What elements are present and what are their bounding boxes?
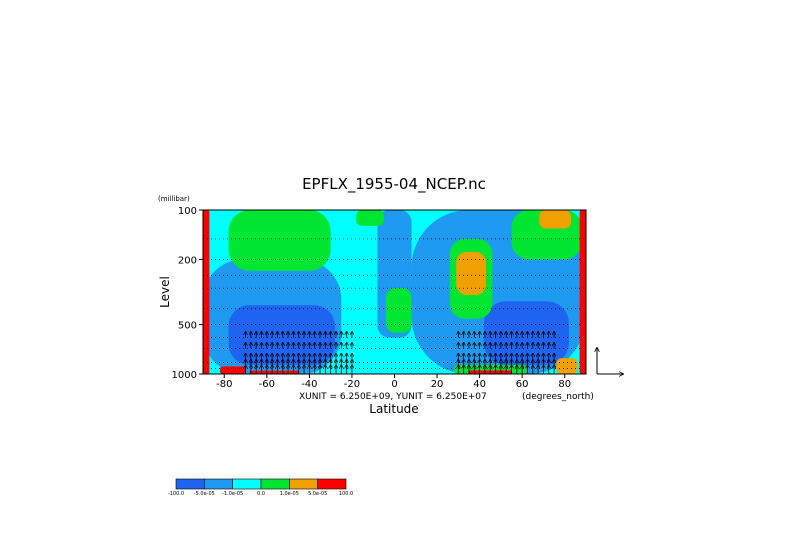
plot-area	[202, 209, 587, 375]
field-nh-pole-red	[579, 210, 586, 374]
field-sh-deepblue	[228, 305, 335, 365]
y-axis-label: Level	[158, 276, 172, 308]
x-axis-label: Latitude	[369, 402, 418, 416]
colorbar-label: 5.0e-05	[308, 491, 327, 497]
y-units-label: (millibar)	[158, 195, 190, 203]
field-sh-sfc-red1	[220, 366, 246, 374]
field-nh-orange-sfc	[556, 358, 578, 374]
colorbar-label: -5.0e-05	[194, 491, 215, 497]
colorbar-swatch	[289, 478, 318, 490]
x-tick-label: 40	[473, 379, 486, 390]
colorbar-swatch	[260, 478, 290, 490]
field-sh-pole-red	[203, 210, 210, 374]
colorbar-label: -100.0	[168, 491, 184, 497]
field-nh-orange-pole	[539, 210, 572, 229]
x-tick-label: 80	[558, 379, 571, 390]
x-tick-label: -80	[216, 379, 232, 390]
field-sh-green-top	[228, 210, 331, 271]
field-sh-green-top2	[356, 210, 384, 226]
colorbar-swatch	[232, 478, 262, 490]
colorbar-label: 1.0e-05	[280, 491, 299, 497]
reference-vector	[597, 348, 623, 374]
x-tick-label: 0	[391, 379, 397, 390]
y-tick-label: 200	[178, 255, 197, 266]
colorbar-swatch	[204, 478, 233, 490]
y-tick-label: 500	[178, 321, 197, 332]
colorbar-swatch	[317, 478, 347, 490]
chart-title: EPFLX_1955-04_NCEP.nc	[302, 175, 486, 194]
unit-note: XUNIT = 6.250E+09, YUNIT = 6.250E+07	[299, 392, 487, 402]
field-sh-sfc-red2	[249, 370, 299, 374]
colorbar-label: 100.0	[339, 491, 353, 497]
field-eq-green	[385, 288, 412, 333]
x-tick-label: 60	[516, 379, 529, 390]
colorbar: -100.0 -5.0e-05 -1.0e-05 0.0 1.0e-05 5.0e-05 1…	[168, 478, 353, 497]
x-tick-label: -20	[344, 379, 360, 390]
x-tick-label: -40	[301, 379, 317, 390]
colorbar-label: 0.0	[257, 491, 265, 497]
field-nh-deepblue	[483, 301, 569, 365]
x-tick-label: -60	[259, 379, 275, 390]
y-tick-label: 100	[178, 206, 197, 217]
x-units-label: (degrees_north)	[522, 392, 594, 402]
colorbar-swatch	[175, 478, 205, 490]
field-nh-orange-jet	[456, 251, 486, 296]
y-tick-label: 1000	[172, 370, 197, 381]
x-tick-label: 20	[431, 379, 444, 390]
colorbar-label: -1.0e-05	[222, 491, 243, 497]
